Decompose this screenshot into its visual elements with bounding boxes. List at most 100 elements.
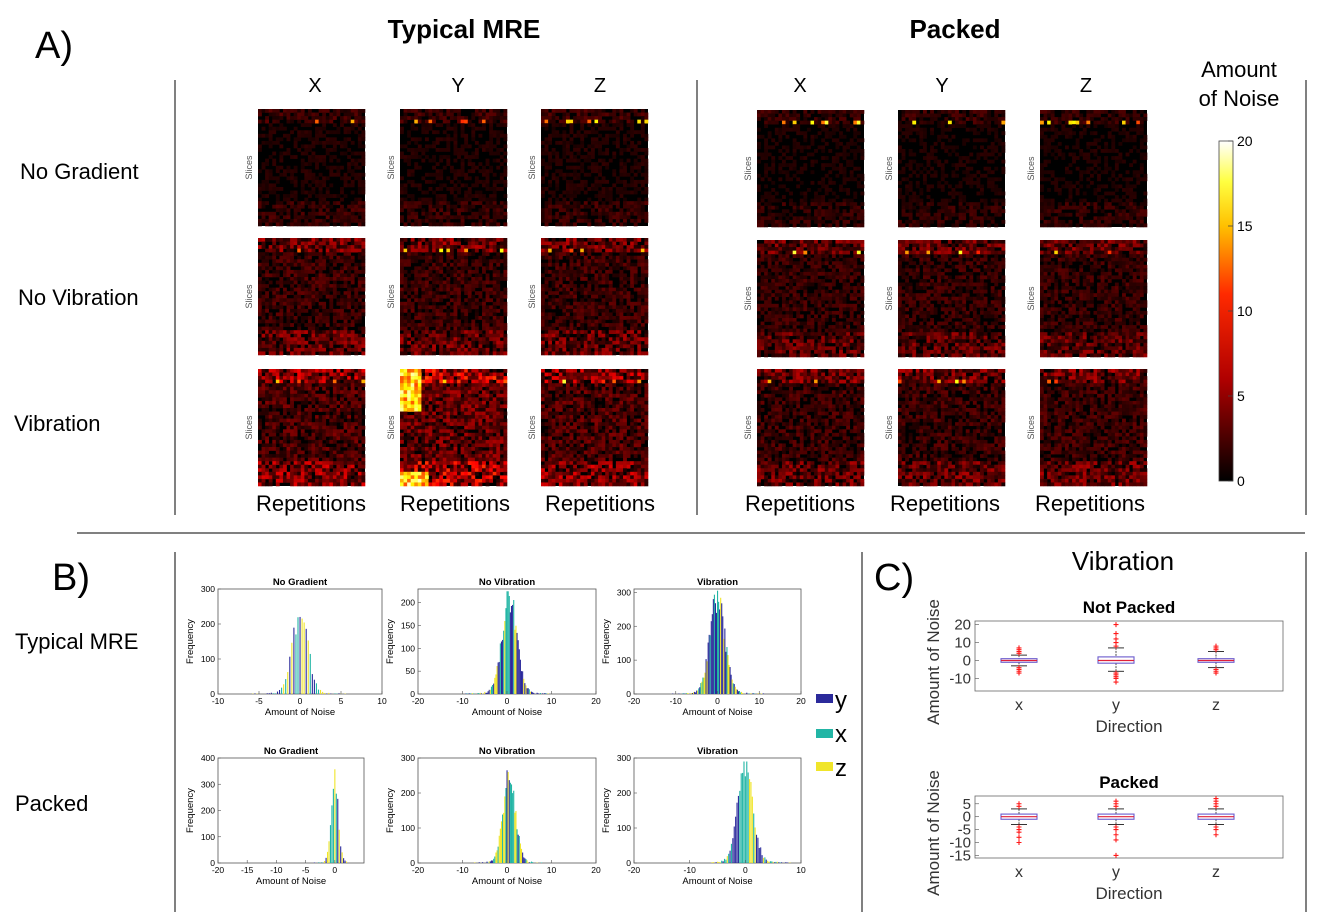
heatmap-cell — [258, 404, 262, 409]
heatmap-cell — [503, 133, 508, 138]
heatmap-cell — [626, 347, 631, 352]
heatmap-cell — [439, 262, 444, 267]
heatmap-cell — [340, 119, 344, 124]
heatmap-cell — [261, 468, 266, 473]
heatmap-cell — [293, 468, 298, 473]
heatmap-cell — [608, 340, 613, 345]
heatmap-cell — [410, 183, 415, 188]
heatmap-cell — [279, 333, 284, 338]
heatmap-cell — [307, 422, 312, 427]
heatmap-cell — [357, 238, 362, 242]
heatmap-cell — [569, 126, 574, 131]
heatmap-cell — [612, 201, 617, 206]
heatmap-cell — [474, 179, 479, 184]
heatmap-cell — [347, 323, 352, 327]
heatmap-cell — [403, 308, 408, 313]
heatmap-cell — [633, 187, 638, 191]
heatmap-cell — [361, 259, 366, 264]
heatmap-cell — [293, 478, 298, 483]
heatmap-cell — [446, 215, 451, 220]
heatmap-cell — [286, 347, 291, 352]
heatmap-cell — [347, 277, 352, 281]
heatmap-cell — [329, 347, 334, 352]
heatmap-cell — [279, 393, 284, 398]
heatmap-cell — [343, 312, 348, 317]
heatmap-cell — [261, 259, 266, 264]
heatmap-cell — [357, 294, 362, 299]
heatmap-cell — [489, 298, 494, 303]
heatmap-cell — [275, 390, 280, 395]
heatmap-cell — [601, 140, 606, 145]
heatmap-cell — [332, 215, 337, 220]
heatmap-cell — [442, 372, 447, 377]
heatmap-cell — [350, 241, 355, 246]
heatmap-cell — [290, 218, 294, 223]
heatmap-cell — [421, 211, 426, 216]
heatmap-cell — [261, 376, 266, 380]
heatmap-cell — [318, 393, 323, 398]
heatmap-cell — [315, 450, 319, 455]
heatmap-cell — [496, 109, 501, 113]
heatmap-cell — [576, 347, 581, 352]
heatmap-cell — [315, 415, 319, 419]
heatmap-cell — [361, 369, 366, 373]
heatmap-cell — [615, 312, 620, 317]
heatmap-cell — [612, 294, 617, 299]
heatmap-cell — [279, 218, 284, 223]
heatmap-cell — [541, 351, 545, 356]
heatmap-cell — [541, 162, 545, 167]
heatmap-cell — [297, 383, 302, 388]
heatmap-cell — [573, 158, 577, 163]
heatmap-cell — [485, 211, 490, 216]
heatmap-cell — [471, 248, 476, 253]
heatmap-cell — [583, 337, 588, 342]
heatmap-cell — [258, 372, 262, 377]
heatmap-cell — [347, 369, 352, 373]
heatmap-cell — [407, 158, 411, 163]
heatmap-cell — [457, 337, 461, 342]
heatmap-cell — [421, 208, 426, 213]
heatmap-cell — [594, 222, 599, 227]
heatmap-cell — [503, 351, 508, 356]
heatmap-cell — [503, 183, 508, 188]
heatmap-cell — [261, 165, 266, 170]
heatmap-cell — [435, 319, 440, 324]
heatmap-cell — [272, 376, 277, 380]
heatmap-cell — [347, 337, 352, 342]
heatmap-cell — [644, 287, 649, 292]
heatmap-cell — [340, 326, 344, 331]
heatmap-cell — [354, 408, 359, 412]
heatmap-cell — [492, 337, 497, 342]
heatmap-cell — [279, 126, 284, 131]
heatmap-cell — [551, 172, 556, 177]
heatmap-cell — [590, 165, 595, 170]
heatmap-cell — [354, 172, 359, 177]
heatmap-cell — [293, 259, 298, 264]
heatmap-cell — [474, 323, 479, 327]
heatmap-cell — [297, 148, 302, 152]
heatmap-cell — [428, 330, 433, 335]
heatmap-cell — [471, 372, 476, 377]
heatmap-cell — [623, 333, 627, 338]
heatmap-cell — [293, 393, 298, 398]
heatmap-cell — [615, 305, 620, 310]
heatmap-cell — [428, 208, 433, 213]
heatmap-cell — [435, 162, 440, 167]
heatmap-cell — [268, 176, 273, 181]
heatmap-cell — [446, 238, 451, 242]
heatmap-cell — [435, 298, 440, 303]
heatmap-cell — [633, 112, 638, 117]
heatmap-cell — [492, 269, 497, 274]
heatmap-cell — [275, 475, 280, 480]
heatmap-cell — [580, 340, 585, 345]
heatmap-cell — [432, 119, 436, 124]
heatmap-cell — [265, 119, 269, 124]
heatmap-cell — [424, 376, 429, 380]
heatmap-cell — [403, 238, 408, 242]
heatmap-cell — [329, 478, 334, 483]
heatmap-cell — [558, 201, 563, 206]
heatmap-cell — [482, 179, 486, 184]
heatmap-cell — [329, 439, 334, 444]
heatmap-cell — [435, 211, 440, 216]
heatmap-cell — [268, 109, 273, 113]
